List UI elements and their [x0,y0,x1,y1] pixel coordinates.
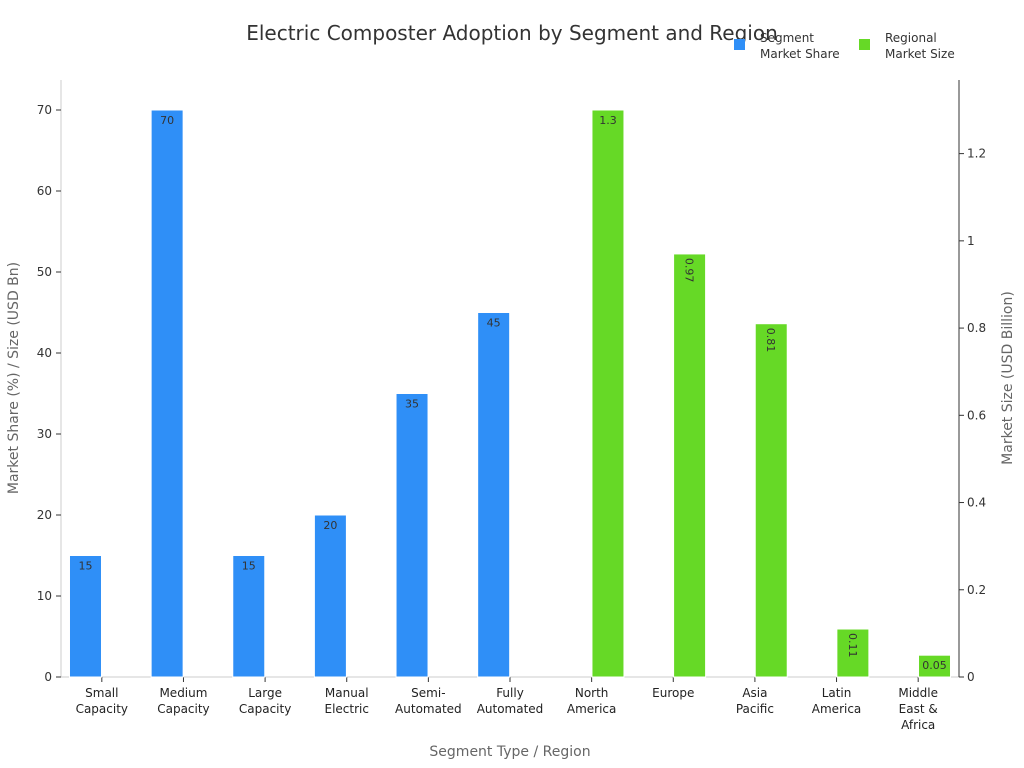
bar-value-label: 1.3 [599,114,617,127]
bar-value-label: 70 [160,114,174,127]
y-right-tick-label: 1.2 [967,147,986,161]
regional-size-bar [918,654,952,678]
legend: Segment Market Share Regional Market Size [734,31,955,61]
y-right-tick-label: 0.4 [967,496,986,510]
segment-share-bar [395,393,429,678]
legend-label: Regional Market Size [885,31,955,61]
y-right-tick-label: 1 [967,234,975,248]
bar-value-label: 35 [405,398,419,411]
x-axis-title: Segment Type / Region [429,744,590,760]
bars-layer [68,109,952,678]
y-right-tick-label: 0.8 [967,321,986,335]
bar-value-label: 0.05 [922,659,947,672]
legend-swatch [859,39,870,50]
segment-share-bar [477,312,511,678]
regional-size-bar [836,628,870,678]
y-left-tick-label: 40 [37,346,52,360]
y-left-tick-label: 30 [37,427,52,441]
regional-size-bar [754,323,788,678]
regional-size-bar [673,253,707,678]
x-tick-label: Latin America [812,686,862,716]
bar-value-label: 45 [487,317,501,330]
segment-share-bar [232,555,266,678]
x-tick-label: Middle East & Africa [898,686,938,732]
bar-value-label: 15 [242,560,256,573]
x-tick-label: Asia Pacific [736,686,774,716]
y-left-tick-label: 20 [37,508,52,522]
y-right-tick-label: 0 [967,670,975,684]
x-tick-label: Fully Automated [477,686,544,716]
x-tick-label: Semi-Automated [395,686,462,716]
x-tick-label: Europe [652,686,694,700]
legend-label: Segment Market Share [760,31,840,61]
labels-layer: 15 70 15 20 35 45 1.3 0.97 0.81 0.11 0.05 [78,114,946,672]
y-left-tick-label: 70 [37,103,52,117]
y-axis-right-title: Market Size (USD Billion) [1000,291,1016,465]
bar-value-label: 0.11 [846,633,859,658]
y-left-tick-label: 0 [44,670,52,684]
y-left-tick-label: 10 [37,589,52,603]
bar-value-label: 0.97 [683,258,696,283]
bar-value-label: 20 [323,519,337,532]
y-right-tick-label: 0.2 [967,583,986,597]
y-axis-left-title: Market Share (%) / Size (USD Bn) [6,262,22,494]
y-left-tick-label: 50 [37,265,52,279]
y-right-tick-label: 0.6 [967,408,986,422]
segment-share-bar [68,555,102,678]
y-left-tick-label: 60 [37,184,52,198]
chart-title: Electric Composter Adoption by Segment a… [246,21,778,45]
segment-share-bar [150,109,184,678]
x-tick-label: Small Capacity [76,686,128,716]
regional-size-bar [591,109,625,678]
x-tick-label: Manual Electric [324,686,368,716]
bar-value-label: 0.81 [764,328,777,353]
legend-swatch [734,39,745,50]
x-tick-label: Large Capacity [239,686,291,716]
bar-value-label: 15 [78,560,92,573]
segment-share-bar [313,514,347,678]
x-tick-label: North America [567,686,617,716]
x-tick-label: Medium Capacity [157,686,209,716]
